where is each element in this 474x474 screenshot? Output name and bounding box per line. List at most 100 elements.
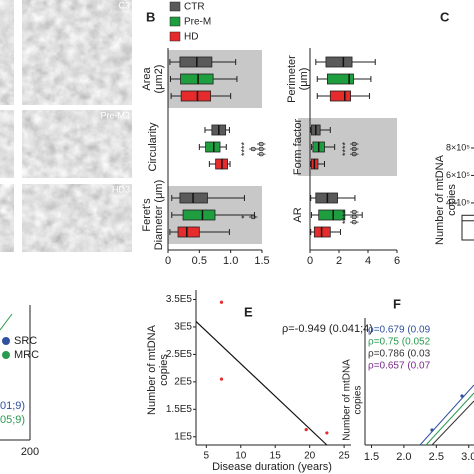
significance: ϕ xyxy=(247,214,257,219)
row-label: Area xyxy=(141,67,153,91)
significance: * xyxy=(239,215,249,219)
significance: **** xyxy=(340,210,350,225)
box xyxy=(177,226,200,238)
y-label: copies xyxy=(158,354,170,386)
x-tick-label: 2 xyxy=(336,255,342,267)
panel-label: E xyxy=(244,304,253,319)
fit-line xyxy=(195,321,328,446)
y-label: copies xyxy=(353,386,364,415)
significance: ϕϕϕ xyxy=(348,141,358,156)
box xyxy=(180,90,212,102)
micrograph xyxy=(0,0,14,105)
row-label: Form factor xyxy=(292,119,304,176)
annotation: ρ=0.75 (0.052 xyxy=(368,337,431,348)
micrograph-label: C3 xyxy=(118,0,130,10)
fit-line xyxy=(431,400,474,446)
point xyxy=(304,428,308,432)
box xyxy=(326,73,354,85)
row-label: Feret's xyxy=(141,198,153,232)
x-tick-label: 2.0 xyxy=(396,451,411,463)
legend-swatch xyxy=(169,1,181,12)
box xyxy=(318,209,346,221)
row-label: Circularity xyxy=(147,122,159,171)
x-tick-label: 2.5 xyxy=(429,451,444,463)
x-tick-label: 4 xyxy=(365,255,371,267)
point xyxy=(430,428,434,432)
point xyxy=(219,300,224,304)
y-tick-label: 2E5 xyxy=(174,376,192,387)
annotation: 01;9) xyxy=(0,400,25,412)
annotation: ρ=-0.949 (0.041;4) xyxy=(282,323,373,335)
micrograph xyxy=(0,184,14,252)
micrograph-label: HD3 xyxy=(112,184,130,194)
box xyxy=(325,56,353,68)
row-label: AR xyxy=(292,207,304,222)
x-label: Disease duration (years) xyxy=(212,461,332,473)
point xyxy=(325,431,329,435)
legend-marker xyxy=(2,337,10,345)
micrograph xyxy=(22,110,132,178)
legend-label: HD xyxy=(184,32,198,43)
x-tick-label: 0 xyxy=(307,255,313,267)
x-tick-label: 20 xyxy=(304,451,316,462)
legend-label: SRC xyxy=(14,335,37,347)
y-tick-label: 2.5E5 xyxy=(166,349,193,360)
annotation: ρ=0.679 (0.09 xyxy=(368,325,431,336)
box xyxy=(205,141,221,153)
point xyxy=(219,377,224,381)
annotation: ρ=0.786 (0.03 xyxy=(368,349,431,360)
legend-label: CTR xyxy=(184,2,205,13)
legend-swatch xyxy=(169,31,181,42)
fit-line xyxy=(425,392,474,446)
box xyxy=(461,214,474,241)
x-tick-label: 3.0 xyxy=(461,451,474,463)
legend-label: MRC xyxy=(14,349,39,361)
micrograph xyxy=(0,110,14,178)
y-label: copies xyxy=(446,184,458,216)
y-tick-label: 3E5 xyxy=(174,322,192,333)
box xyxy=(179,56,213,68)
legend-label: Pre-M xyxy=(184,17,211,28)
x-tick-label: 1.0 xyxy=(223,255,238,267)
legend-swatch xyxy=(169,16,181,27)
annotation: 05;9) xyxy=(0,414,25,426)
y-tick-label: 3.5E5 xyxy=(166,294,193,305)
x-tick-label: 0.5 xyxy=(192,255,207,267)
x-tick-label: 0 xyxy=(165,255,171,267)
x-tick-label: 200 xyxy=(21,446,39,458)
x-tick-label: 25 xyxy=(339,451,351,462)
fit-line xyxy=(419,384,474,446)
panel-label: F xyxy=(393,296,401,311)
panel-label: B xyxy=(146,9,155,24)
box xyxy=(182,209,216,221)
x-tick-label: 1.5 xyxy=(364,451,379,463)
micrograph xyxy=(22,0,132,105)
micrographs xyxy=(0,0,132,252)
row-label: Perimeter xyxy=(286,55,298,103)
y-label: Number of mtDNA xyxy=(146,324,158,415)
significance: ϕϕϕ xyxy=(348,209,358,224)
significance: **** xyxy=(239,142,249,157)
x-tick-label: 1.5 xyxy=(254,255,269,267)
y-label: Number of mtDNA xyxy=(342,359,353,441)
y-tick-label: 1.5E5 xyxy=(166,404,193,415)
micrograph-label: Pre-M3 xyxy=(100,110,130,120)
row-label: (μm2) xyxy=(153,65,165,94)
annotation: ρ=0.657 (0.07 xyxy=(368,361,431,372)
row-label: Diameter (μm) xyxy=(153,180,165,251)
x-tick-label: 10 xyxy=(235,451,247,462)
legend-marker xyxy=(2,351,10,359)
micrograph xyxy=(22,184,132,252)
y-label: Number of mtDNA xyxy=(434,154,446,245)
x-tick-label: 5 xyxy=(204,451,210,462)
y-tick-label: 8×10⁵ xyxy=(446,142,470,152)
x-tick-label: 6 xyxy=(394,255,400,267)
y-tick-label: 4×10⁵ xyxy=(446,197,470,207)
x-tick-label: 15 xyxy=(270,451,282,462)
box xyxy=(180,73,214,85)
point xyxy=(460,394,464,398)
box xyxy=(329,90,351,102)
row-label: (μm) xyxy=(298,68,310,91)
fit-line xyxy=(0,313,13,331)
panel-label: C xyxy=(440,9,450,24)
